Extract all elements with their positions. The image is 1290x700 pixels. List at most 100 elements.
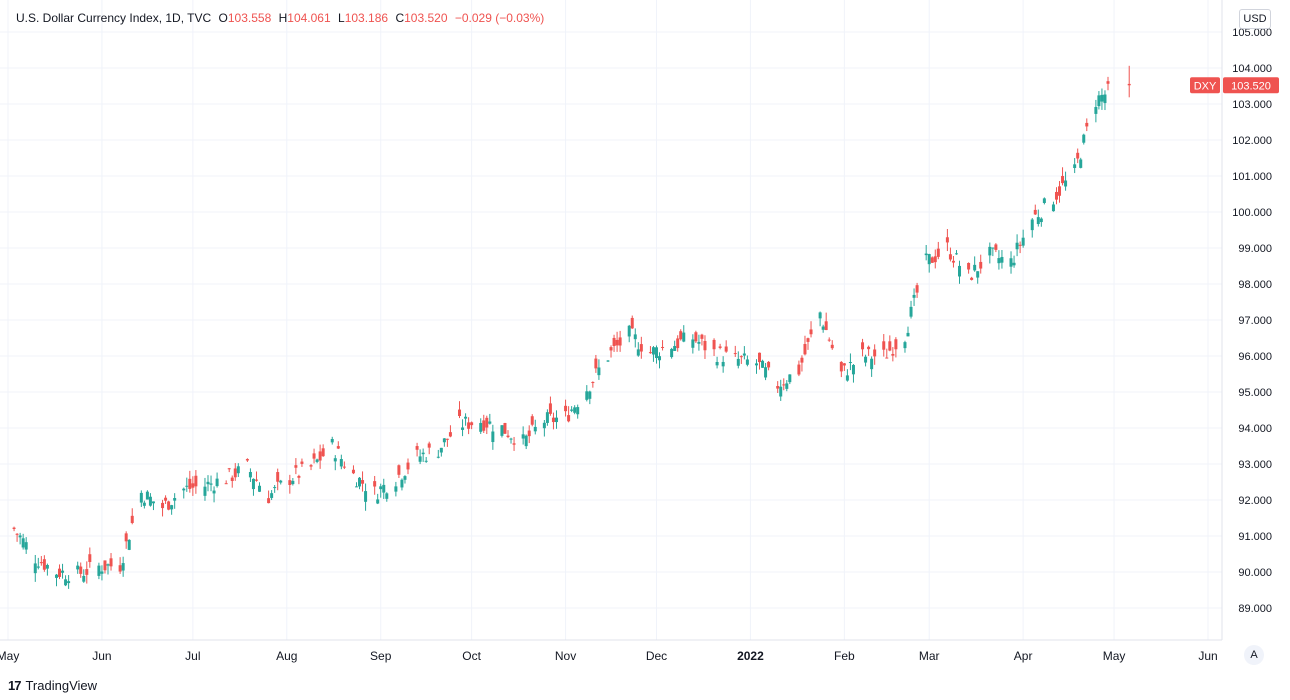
price-tag-symbol: DXY bbox=[1194, 80, 1217, 92]
candle-body bbox=[654, 347, 658, 359]
candle-body bbox=[758, 352, 762, 363]
candle-body bbox=[45, 564, 49, 569]
candle-body bbox=[967, 262, 971, 270]
currency-button[interactable]: USD bbox=[1239, 9, 1271, 29]
tradingview-brand[interactable]: 17 TradingView bbox=[8, 678, 97, 693]
candle-body bbox=[61, 570, 65, 573]
candle-body bbox=[861, 342, 865, 350]
y-tick-label: 104.000 bbox=[1232, 63, 1272, 75]
candle-body bbox=[79, 566, 83, 574]
candle-body bbox=[609, 347, 613, 351]
x-tick-label: Oct bbox=[462, 649, 481, 663]
candle-body bbox=[954, 253, 958, 255]
candle-body bbox=[188, 478, 192, 489]
candle-body bbox=[464, 416, 468, 419]
candle-body bbox=[470, 422, 474, 426]
candle-body bbox=[445, 438, 449, 440]
candle-body bbox=[491, 431, 495, 443]
candle-body bbox=[267, 498, 271, 504]
candle-body bbox=[785, 383, 789, 389]
candle-body bbox=[448, 432, 452, 437]
candle-body bbox=[945, 237, 949, 243]
candle-body bbox=[297, 475, 301, 478]
candle-body bbox=[1033, 209, 1037, 215]
candle-body bbox=[694, 332, 698, 342]
candle-body bbox=[315, 459, 319, 462]
candle-body bbox=[618, 337, 622, 346]
candle-body bbox=[567, 415, 571, 422]
candle-body bbox=[597, 367, 601, 376]
candle-body bbox=[442, 438, 446, 443]
y-tick-label: 93.000 bbox=[1238, 459, 1272, 471]
candle-body bbox=[167, 501, 171, 510]
candle-body bbox=[258, 485, 262, 492]
candle-body bbox=[1073, 164, 1077, 169]
candle-body bbox=[485, 417, 489, 428]
candle-body bbox=[658, 356, 662, 361]
candle-body bbox=[976, 271, 980, 278]
time-axis[interactable]: May Jun Jul Aug Sep Oct Nov Dec 2022 Feb Mar Apr May… bbox=[0, 649, 1218, 663]
candle-body bbox=[436, 456, 440, 458]
y-tick-label: 91.000 bbox=[1238, 531, 1272, 543]
candle-body bbox=[379, 486, 383, 490]
candle-body bbox=[273, 487, 277, 489]
candle-body bbox=[745, 359, 749, 365]
candle-body bbox=[991, 247, 995, 249]
candle-body bbox=[936, 248, 940, 257]
symbol-legend[interactable]: U.S. Dollar Currency Index, 1D, TVC O103… bbox=[16, 11, 544, 25]
candle-body bbox=[721, 361, 725, 367]
candle-body bbox=[173, 498, 177, 501]
candle-body bbox=[42, 559, 46, 570]
candle-body bbox=[54, 574, 58, 578]
candle-body bbox=[782, 384, 786, 386]
candle-body bbox=[439, 447, 443, 453]
candle-body bbox=[691, 339, 695, 348]
candle-body bbox=[482, 420, 486, 431]
x-tick-label: Aug bbox=[276, 649, 297, 663]
y-tick-label: 97.000 bbox=[1238, 315, 1272, 327]
candle-body bbox=[170, 505, 174, 510]
candle-body bbox=[676, 338, 680, 349]
candle-body bbox=[1103, 94, 1107, 104]
candle-body bbox=[633, 334, 637, 340]
candle-body bbox=[754, 363, 758, 366]
candle-body bbox=[270, 493, 274, 498]
candle-body bbox=[124, 533, 128, 542]
candle-body bbox=[76, 565, 80, 570]
candle-body bbox=[500, 425, 504, 436]
candle-body bbox=[151, 501, 155, 504]
candle-body bbox=[806, 338, 810, 342]
candle-body bbox=[930, 257, 934, 263]
candle-body bbox=[512, 443, 516, 445]
candle-body bbox=[927, 254, 931, 265]
candle-body bbox=[818, 312, 822, 319]
candle-body bbox=[894, 339, 898, 350]
open-label: O bbox=[218, 11, 228, 25]
candle-body bbox=[1021, 237, 1025, 246]
candle-body bbox=[979, 261, 983, 269]
candle-body bbox=[215, 478, 219, 487]
candle-body bbox=[1076, 152, 1080, 159]
candle-body bbox=[545, 412, 549, 423]
candle-body bbox=[1085, 122, 1089, 127]
price-axis[interactable]: 89.000 90.000 91.000 92.000 93.000 94.000 95.0… bbox=[1232, 27, 1272, 615]
candle-body bbox=[915, 285, 919, 293]
candle-body bbox=[524, 435, 528, 447]
x-tick-label: May bbox=[0, 649, 19, 663]
candle-body bbox=[700, 334, 704, 339]
candle-body bbox=[291, 480, 295, 485]
x-tick-label: Sep bbox=[370, 649, 392, 663]
auto-scale-button[interactable]: A bbox=[1244, 645, 1264, 665]
high-value: 104.061 bbox=[287, 11, 331, 25]
candle-body bbox=[406, 462, 410, 470]
candle-body bbox=[1079, 159, 1083, 168]
candle-body bbox=[648, 352, 652, 354]
y-tick-label: 96.000 bbox=[1238, 351, 1272, 363]
low-value: 103.186 bbox=[344, 11, 389, 25]
candle-body bbox=[161, 502, 165, 509]
candle-body bbox=[191, 483, 195, 488]
candle-body bbox=[951, 260, 955, 263]
candle-body bbox=[403, 476, 407, 480]
candle-body bbox=[461, 427, 465, 430]
